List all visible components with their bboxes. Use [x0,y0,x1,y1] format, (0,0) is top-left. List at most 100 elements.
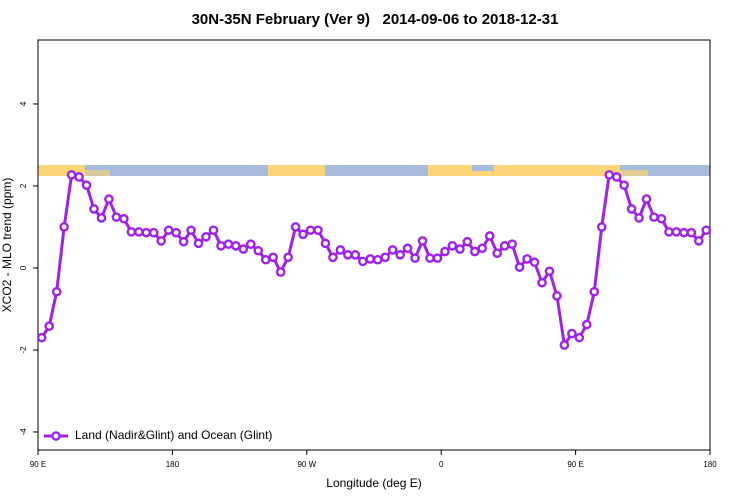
data-point [552,291,562,301]
data-point [298,229,308,240]
data-point [701,225,712,236]
data-point [365,254,376,264]
data-point [178,236,189,247]
data-point [119,213,129,224]
data-point [328,252,338,263]
data-point [126,227,137,237]
data-point [350,250,361,260]
data-point [507,239,517,249]
data-point [619,180,629,190]
data-point [133,227,144,237]
data-point [290,222,301,232]
data-point [163,225,174,236]
data-point [148,227,159,238]
data-point [380,252,391,263]
data-point [634,213,644,223]
legend-label: Land (Nadir&Glint) and Ocean (Glint) [75,428,272,442]
data-point [313,225,323,236]
data-point [201,231,211,242]
data-point [51,286,62,297]
land-band [268,165,325,176]
y-tick-label: 2 [19,183,28,188]
land-band [85,170,110,176]
data-point [499,241,510,251]
land-mask [38,165,710,176]
data-point [372,254,383,265]
data-point [81,180,92,190]
data-point [694,236,704,246]
land-band [494,165,620,176]
data-point [245,239,256,249]
data-point [582,319,592,330]
data-point [589,286,600,297]
data-point [529,257,540,268]
data-point [66,170,77,180]
data-point [425,253,435,263]
x-tick-label: 90 E [30,460,46,469]
x-tick-label: 180 [703,460,717,469]
data-point [596,222,607,232]
data-point [432,253,443,263]
land-band [428,165,472,176]
data-point [626,204,637,214]
data-point [231,241,241,251]
data-point [402,243,413,254]
data-point [567,328,577,339]
data-point [611,172,622,182]
x-tick-label: 90 E [567,460,583,469]
data-point [111,212,122,222]
data-point [44,321,55,331]
y-tick-label: 4 [19,101,28,106]
data-point [484,231,495,241]
data-point [447,241,458,251]
data-point [679,227,689,238]
x-tick-label: 180 [166,460,180,469]
land-band [620,170,648,176]
data-point [544,266,555,277]
data-point [141,227,152,238]
y-tick-label: -4 [19,428,28,436]
data-point [357,256,368,267]
data-point [686,227,697,238]
data-point [208,225,219,236]
data-point [604,170,615,180]
data-point [664,227,674,237]
data-point [260,254,271,265]
ocean-band [38,165,710,176]
data-point [193,238,204,249]
chart-title: 30N-35N February (Ver 9) 2014-09-06 to 2… [192,11,559,28]
data-point [537,277,547,288]
legend-marker [51,431,61,441]
data-point [104,194,114,204]
data-point [492,248,503,258]
data-point [238,244,249,254]
y-tick-label: -2 [19,346,28,354]
data-point [186,225,196,236]
y-axis-label: XCO2 - MLO trend (ppm) [0,178,14,313]
data-point [440,246,450,257]
data-point [387,245,398,255]
data-point [656,213,667,224]
data-point [320,238,331,249]
data-point [223,239,234,249]
data-point [462,236,473,247]
data-point [559,340,570,350]
data-point [469,246,480,257]
data-point [305,225,316,236]
data-point [343,250,353,260]
data-point [395,250,405,260]
data-point [36,332,47,343]
data-point [275,267,286,277]
data-point [96,213,107,223]
data-point [253,245,264,256]
plot-frame [37,39,711,451]
data-point [268,252,279,263]
data-point [216,241,226,251]
data-point [59,222,69,232]
data-point [410,253,420,263]
data-point [283,252,293,263]
data-point [649,212,659,222]
data-point [671,227,682,237]
data-point [156,236,166,246]
